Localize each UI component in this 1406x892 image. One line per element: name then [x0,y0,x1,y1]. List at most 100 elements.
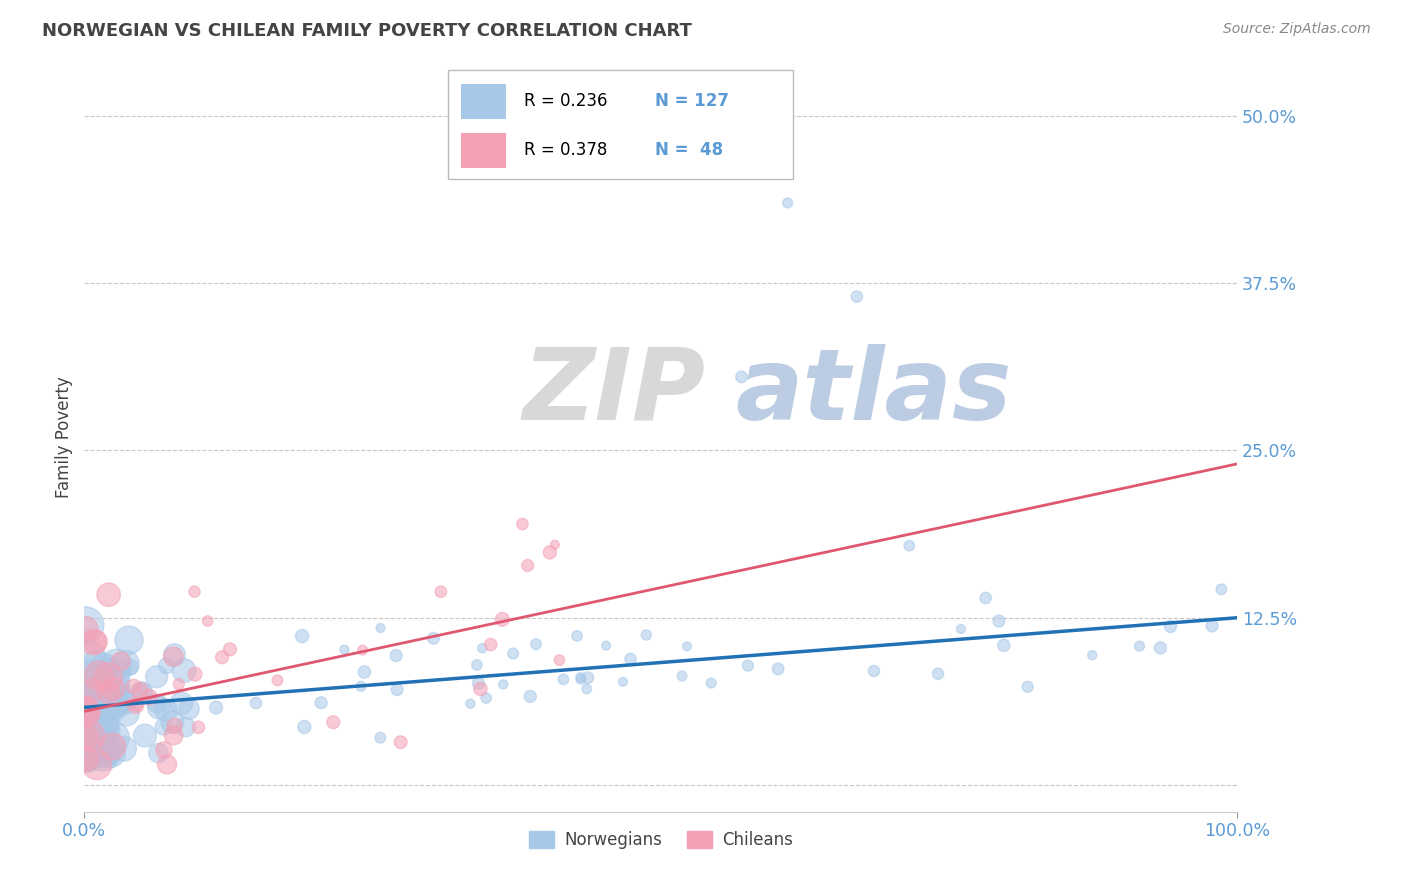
Point [211,650,233,665]
Point [98,700,121,714]
Point [993,638,1015,652]
Point [75,731,97,746]
Point [75,727,97,741]
Point [538,545,561,559]
Text: atlas: atlas [735,343,1012,441]
Point [75,710,97,724]
Point [100,684,122,698]
Point [565,629,588,643]
Point [111,695,134,709]
Point [94,747,117,762]
Point [183,584,205,599]
Point [104,694,127,708]
Point [125,698,148,712]
Point [100,746,122,760]
Point [77,711,100,725]
Point [730,369,752,384]
Point [502,647,524,661]
Point [575,681,598,696]
Point [118,633,141,648]
Point [368,731,391,745]
Point [97,670,120,684]
Point [927,666,949,681]
Point [115,706,138,720]
Point [75,715,97,730]
Point [636,628,658,642]
Point [974,591,997,605]
Point [1017,680,1039,694]
Point [512,517,534,532]
Text: Source: ZipAtlas.com: Source: ZipAtlas.com [1223,22,1371,37]
Point [465,657,488,672]
Point [148,746,170,760]
Point [612,674,634,689]
Point [103,696,125,710]
Point [75,689,97,703]
Point [197,614,219,628]
Point [101,731,124,746]
Point [219,642,242,657]
Point [553,673,575,687]
Point [205,700,228,714]
Point [676,640,699,654]
Point [155,658,177,673]
Point [124,698,146,712]
Point [87,745,110,759]
Point [479,638,502,652]
Point [430,584,453,599]
Point [519,690,541,704]
Point [91,681,114,696]
Point [155,703,177,717]
Point [524,637,547,651]
Point [370,621,392,635]
Point [170,697,193,711]
Point [174,720,197,734]
Point [467,676,489,690]
Point [77,686,100,700]
Point [266,673,288,688]
Point [619,652,641,666]
Point [245,696,267,710]
Point [79,715,101,730]
Point [576,671,599,685]
Point [671,669,693,683]
Point [87,707,110,722]
Point [129,683,152,698]
Point [544,538,567,552]
Point [75,622,97,636]
Point [148,700,170,714]
Point [898,539,921,553]
Point [138,690,160,705]
Point [79,698,101,712]
Point [385,648,408,663]
Point [75,671,97,685]
Point [90,718,112,732]
Point [103,666,125,681]
Point [89,719,111,733]
Text: NORWEGIAN VS CHILEAN FAMILY POVERTY CORRELATION CHART: NORWEGIAN VS CHILEAN FAMILY POVERTY CORR… [42,22,692,40]
Point [75,709,97,723]
Point [1201,619,1223,633]
Point [291,629,314,643]
Point [173,664,195,678]
Point [129,685,152,699]
Point [86,684,108,698]
Point [389,735,412,749]
Point [79,648,101,663]
Point [1149,640,1171,655]
Point [988,614,1011,628]
Point [516,558,538,573]
Point [105,692,128,706]
Point [309,696,332,710]
Point [103,681,125,696]
Point [87,668,110,682]
Point [776,196,799,211]
Point [96,723,118,738]
Point [115,656,138,670]
Point [94,659,117,673]
Point [1081,648,1104,662]
Point [475,691,498,706]
Point [120,660,142,674]
Point [75,704,97,718]
Point [93,734,115,748]
